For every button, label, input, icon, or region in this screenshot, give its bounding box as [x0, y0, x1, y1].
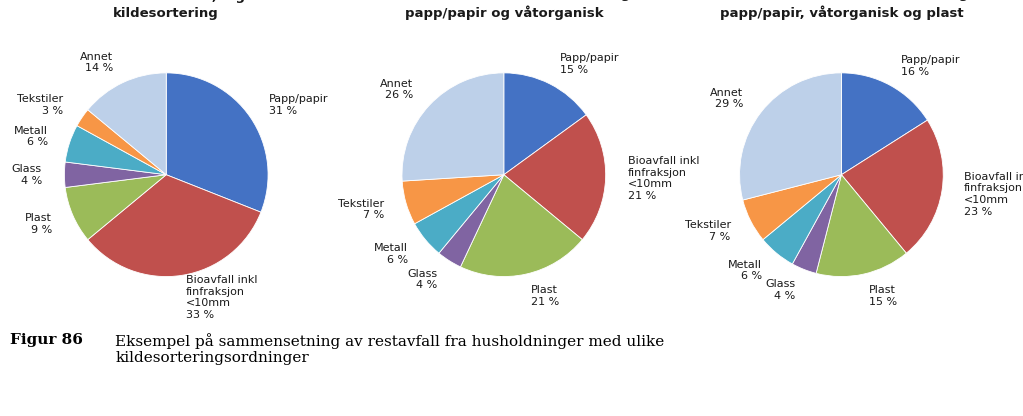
Wedge shape	[77, 110, 166, 175]
Title: Innhold i restavfall ved henteordning for
papp/papir og våtorganisk: Innhold i restavfall ved henteordning fo…	[351, 0, 657, 20]
Wedge shape	[460, 175, 582, 277]
Wedge shape	[740, 73, 842, 200]
Text: Glass
4 %: Glass 4 %	[407, 269, 437, 290]
Text: Plast
15 %: Plast 15 %	[869, 285, 896, 307]
Wedge shape	[166, 73, 268, 212]
Wedge shape	[65, 126, 166, 175]
Wedge shape	[503, 115, 606, 240]
Wedge shape	[88, 73, 167, 175]
Text: Glass
4 %: Glass 4 %	[765, 280, 796, 301]
Wedge shape	[816, 175, 906, 277]
Wedge shape	[793, 175, 841, 273]
Text: Bioavfall inkl
finfraksjon
<10mm
33 %: Bioavfall inkl finfraksjon <10mm 33 %	[185, 275, 257, 320]
Title: Innhold i restavfall ved henteordning for
papp/papir, våtorganisk og plast: Innhold i restavfall ved henteordning fo…	[688, 0, 994, 20]
Wedge shape	[503, 73, 586, 175]
Text: Plast
9 %: Plast 9 %	[26, 213, 52, 235]
Text: Annet
26 %: Annet 26 %	[381, 79, 413, 101]
Text: Papp/papir
16 %: Papp/papir 16 %	[901, 55, 961, 77]
Wedge shape	[439, 175, 503, 267]
Text: Papp/papir
31 %: Papp/papir 31 %	[269, 94, 328, 116]
Text: Plast
21 %: Plast 21 %	[531, 285, 560, 307]
Text: Glass
4 %: Glass 4 %	[12, 164, 42, 186]
Wedge shape	[88, 175, 261, 277]
Text: Figur 86: Figur 86	[10, 333, 83, 347]
Wedge shape	[402, 175, 503, 224]
Text: Annet
29 %: Annet 29 %	[710, 88, 744, 109]
Text: Bioavfall inkl
finfraksjon
<10mm
23 %: Bioavfall inkl finfraksjon <10mm 23 %	[964, 172, 1023, 217]
Text: Tekstiler
7 %: Tekstiler 7 %	[339, 198, 385, 220]
Text: Metall
6 %: Metall 6 %	[14, 126, 48, 147]
Text: Metall
6 %: Metall 6 %	[728, 260, 762, 281]
Wedge shape	[743, 175, 841, 240]
Text: Papp/papir
15 %: Papp/papir 15 %	[561, 53, 620, 75]
Wedge shape	[841, 73, 928, 175]
Wedge shape	[414, 175, 503, 253]
Text: Bioavfall inkl
finfraksjon
<10mm
21 %: Bioavfall inkl finfraksjon <10mm 21 %	[628, 156, 700, 201]
Text: Tekstiler
7 %: Tekstiler 7 %	[684, 220, 730, 242]
Wedge shape	[841, 120, 943, 253]
Wedge shape	[64, 162, 166, 188]
Title: Innhold i restavfall, ingen
kildesortering: Innhold i restavfall, ingen kildesorteri…	[70, 0, 263, 20]
Wedge shape	[65, 175, 166, 240]
Wedge shape	[763, 175, 841, 264]
Text: Metall
6 %: Metall 6 %	[374, 243, 408, 265]
Text: Annet
14 %: Annet 14 %	[80, 52, 114, 73]
Text: Eksempel på sammensetning av restavfall fra husholdninger med ulike
kildesorteri: Eksempel på sammensetning av restavfall …	[116, 333, 665, 365]
Text: Tekstiler
3 %: Tekstiler 3 %	[17, 94, 63, 116]
Wedge shape	[402, 73, 504, 181]
